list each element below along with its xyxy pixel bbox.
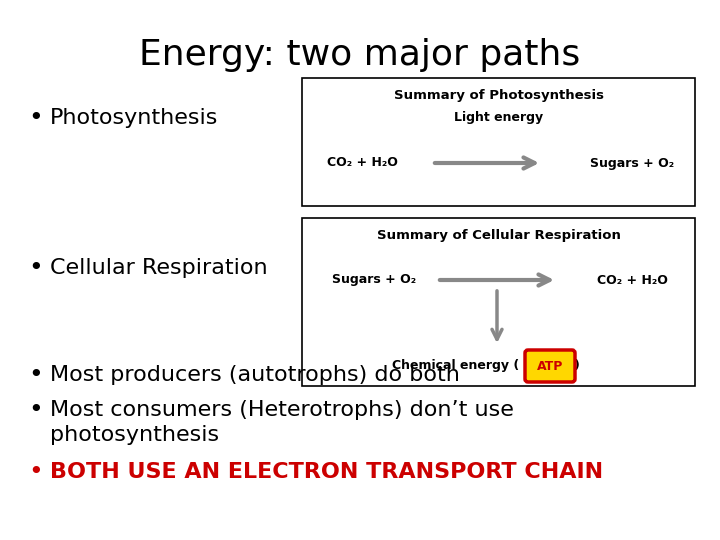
Text: Cellular Respiration: Cellular Respiration [50,258,268,278]
Text: •: • [28,460,42,484]
Text: •: • [28,256,42,280]
Text: CO₂ + H₂O: CO₂ + H₂O [597,273,667,287]
Text: Most consumers (Heterotrophs) don’t use: Most consumers (Heterotrophs) don’t use [50,400,514,420]
FancyBboxPatch shape [302,78,695,206]
Text: •: • [28,106,42,130]
Text: Photosynthesis: Photosynthesis [50,108,218,128]
FancyBboxPatch shape [302,218,695,386]
Text: Sugars + O₂: Sugars + O₂ [590,157,674,170]
Text: CO₂ + H₂O: CO₂ + H₂O [327,157,397,170]
Text: Chemical energy (: Chemical energy ( [392,360,519,373]
Text: BOTH USE AN ELECTRON TRANSPORT CHAIN: BOTH USE AN ELECTRON TRANSPORT CHAIN [50,462,603,482]
FancyBboxPatch shape [525,350,575,382]
Text: photosynthesis: photosynthesis [50,425,219,445]
Text: Sugars + O₂: Sugars + O₂ [332,273,416,287]
Text: •: • [28,398,42,422]
Text: Light energy: Light energy [454,111,543,125]
Text: •: • [28,363,42,387]
Text: ATP: ATP [537,360,563,373]
Text: Most producers (autotrophs) do both: Most producers (autotrophs) do both [50,365,460,385]
Text: Energy: two major paths: Energy: two major paths [140,38,580,72]
Text: Summary of Photosynthesis: Summary of Photosynthesis [394,90,603,103]
Text: ): ) [574,360,580,373]
Text: Summary of Cellular Respiration: Summary of Cellular Respiration [377,230,621,242]
